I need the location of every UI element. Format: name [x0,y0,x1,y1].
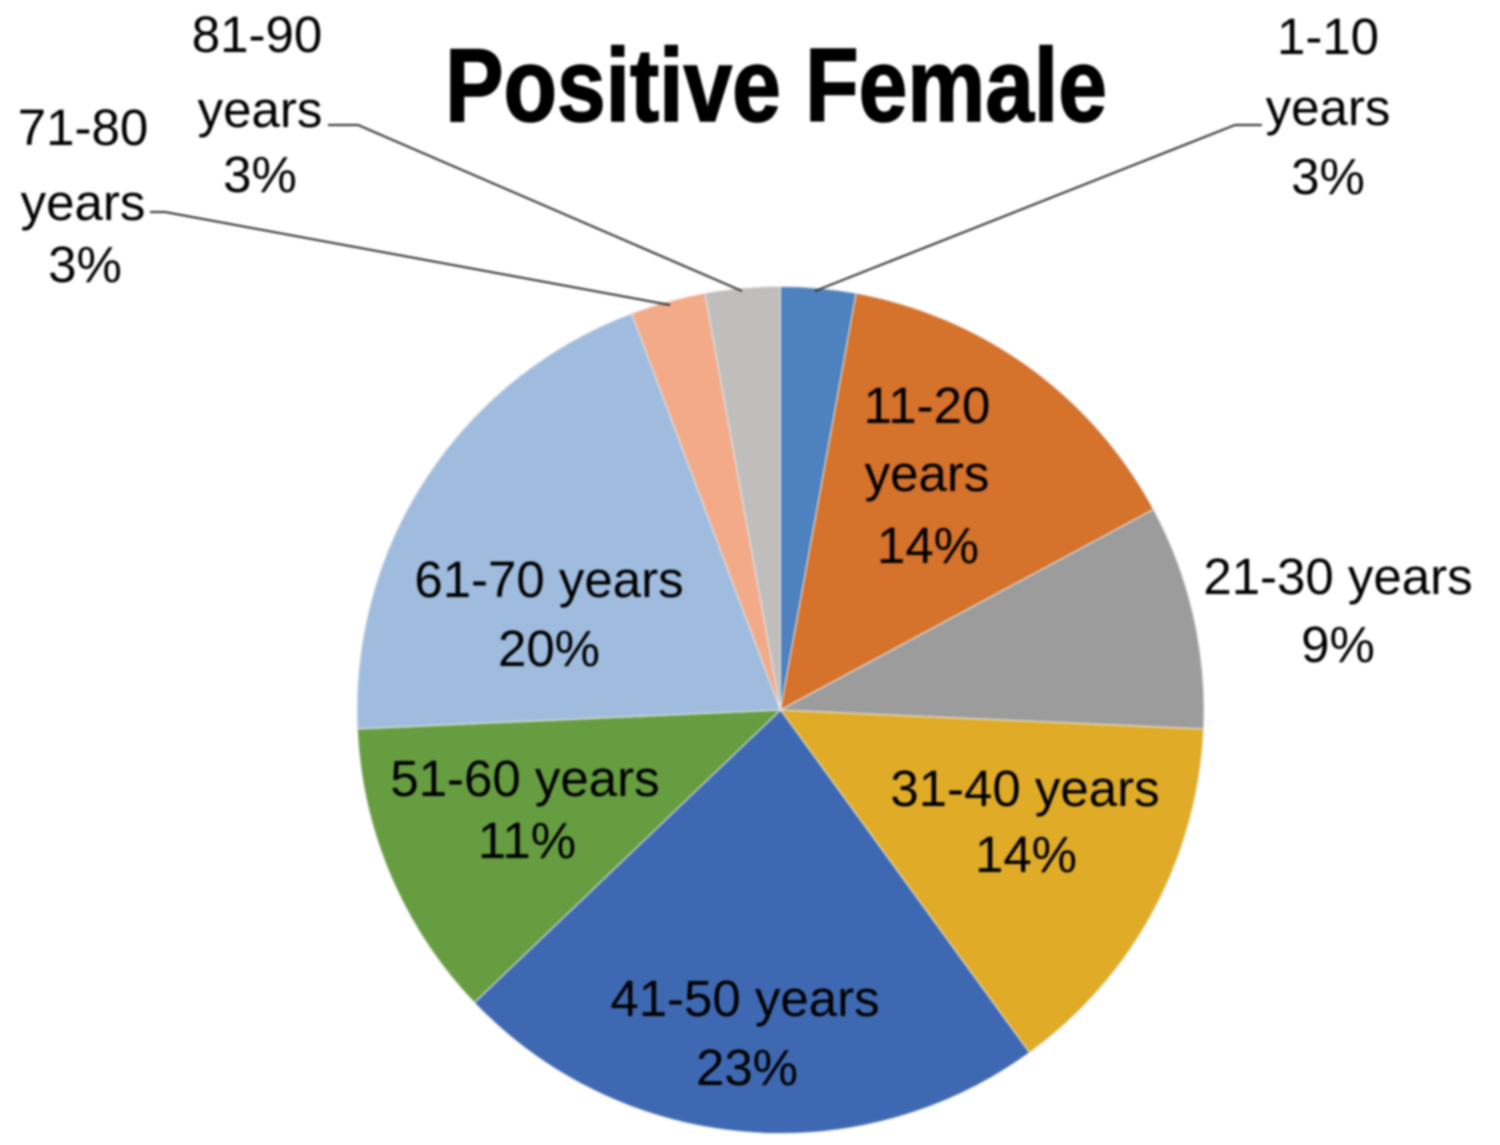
svg-text:years: years [865,445,990,502]
svg-text:9%: 9% [1301,616,1375,673]
svg-text:Positive Female: Positive Female [445,28,1107,144]
svg-text:23%: 23% [696,1039,798,1096]
svg-text:61-70 years: 61-70 years [414,551,683,608]
svg-text:3%: 3% [1291,148,1365,205]
svg-text:1-10: 1-10 [1277,8,1379,65]
svg-text:11%: 11% [478,812,576,869]
svg-text:20%: 20% [498,620,600,677]
svg-text:71-80: 71-80 [18,99,148,156]
svg-text:3%: 3% [223,146,297,203]
svg-text:11-20: 11-20 [864,377,991,434]
svg-text:14%: 14% [975,826,1077,883]
svg-text:years: years [198,81,323,138]
svg-text:21-30 years: 21-30 years [1203,548,1472,605]
svg-text:41-50 years: 41-50 years [610,970,879,1027]
svg-text:51-60 years: 51-60 years [390,750,659,807]
svg-text:years: years [21,174,146,231]
svg-text:14%: 14% [877,517,979,574]
svg-text:81-90: 81-90 [192,6,322,63]
svg-text:3%: 3% [48,236,122,293]
svg-text:years: years [1266,79,1391,136]
svg-text:31-40 years: 31-40 years [890,760,1159,817]
